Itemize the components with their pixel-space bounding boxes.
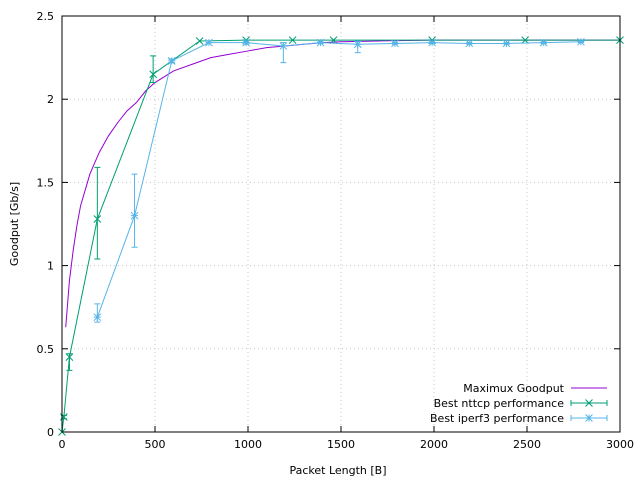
- y-tick-label: 0.5: [37, 343, 55, 356]
- legend-sample-marker: [585, 414, 593, 422]
- series-3: [93, 37, 585, 323]
- data-point: [391, 39, 399, 48]
- data-point: [353, 40, 362, 49]
- data-point: [195, 37, 204, 45]
- legend-label: Best iperf3 performance: [430, 412, 564, 425]
- data-point: [205, 38, 213, 47]
- x-axis-label: Packet Length [B]: [289, 464, 386, 477]
- y-tick-label: 1.5: [37, 176, 55, 189]
- legend-sample-marker: [585, 399, 593, 407]
- x-tick-label: 1500: [327, 438, 355, 451]
- y-tick-label: 2.5: [37, 10, 55, 23]
- data-point: [93, 313, 102, 322]
- data-point: [502, 39, 511, 48]
- data-point: [329, 36, 338, 44]
- y-tick-label: 0: [47, 426, 54, 439]
- series-line: [96, 41, 581, 318]
- y-axis-label: Goodput [Gb/s]: [8, 182, 21, 266]
- data-point: [539, 38, 548, 47]
- y-tick-label: 2: [47, 93, 54, 106]
- x-tick-label: 500: [145, 438, 166, 451]
- x-tick-label: 3000: [606, 438, 634, 451]
- x-tick-label: 1000: [234, 438, 262, 451]
- data-point: [316, 38, 325, 47]
- data-point: [93, 215, 102, 223]
- data-point: [288, 36, 297, 44]
- data-point: [167, 57, 176, 65]
- data-point: [521, 36, 529, 44]
- data-point: [428, 38, 436, 47]
- data-point: [279, 42, 288, 50]
- axis-ticks: 0 500 1000 1500 2000 2500 3000 0 0.5 1 1.5 2 2.5: [37, 10, 635, 451]
- data-point: [65, 353, 74, 361]
- series-1: [65, 39, 620, 328]
- grid-lines: [62, 16, 620, 432]
- error-bar: [150, 55, 157, 84]
- error-bar: [131, 173, 138, 248]
- x-tick-label: 2500: [513, 438, 541, 451]
- x-tick-label: 0: [59, 438, 66, 451]
- legend-label: Maximux Goodput: [463, 382, 564, 395]
- error-bar: [94, 166, 101, 260]
- y-tick-label: 1: [47, 260, 54, 273]
- data-point: [577, 37, 585, 46]
- legend-label: Best nttcp performance: [434, 397, 565, 410]
- legend: Maximux Goodput Best nttcp performance Bes…: [430, 382, 608, 425]
- legend-sample-errorbar: [570, 400, 608, 406]
- legend-sample-errorbar: [570, 415, 608, 421]
- x-tick-label: 2000: [420, 438, 448, 451]
- series-line: [65, 39, 620, 328]
- error-bar: [66, 353, 73, 371]
- data-point: [149, 70, 157, 79]
- data-point: [242, 38, 250, 47]
- data-point: [465, 39, 474, 48]
- data-point: [130, 211, 139, 220]
